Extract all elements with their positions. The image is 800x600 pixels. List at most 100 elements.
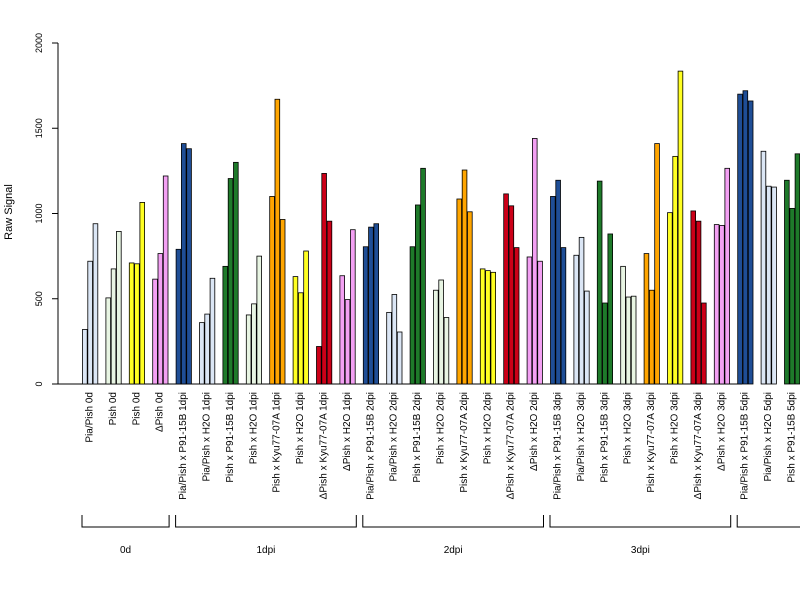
bar <box>152 278 158 385</box>
bar <box>92 223 99 385</box>
x-tick-label: Pish 0d <box>108 392 119 425</box>
bar <box>760 150 767 385</box>
bar <box>373 223 379 385</box>
x-tick-label: Pia/Pish x H2O 2dpi <box>389 392 400 482</box>
bar <box>162 175 169 385</box>
bar <box>245 314 252 385</box>
bar <box>157 253 164 385</box>
x-tick-label: Pish x H2O 1dpi <box>248 392 259 464</box>
bar <box>695 220 702 385</box>
bar <box>537 260 543 385</box>
bar <box>339 275 345 385</box>
y-axis: 0 500 1000 1500 2000 <box>34 33 59 387</box>
x-tick-label: Pia/Pish x H2O 5dpi <box>763 392 774 482</box>
bar <box>560 247 567 385</box>
bar <box>630 295 637 385</box>
bar <box>128 262 135 385</box>
bar <box>654 143 660 385</box>
bar <box>737 93 743 385</box>
bar <box>433 289 439 385</box>
y-tick-label: 500 <box>34 291 44 306</box>
bar <box>297 292 304 385</box>
x-tick-label: Pish x Kyu77-07A 3dpi <box>646 392 657 493</box>
x-tick-label: ΔPish x H2O 3dpi <box>716 392 727 471</box>
x-tick-label: ΔPish x H2O 1dpi <box>342 392 353 471</box>
group-bracket <box>175 515 357 528</box>
bar <box>620 265 626 385</box>
bar <box>279 219 286 385</box>
bar <box>368 226 374 385</box>
bar <box>649 289 655 385</box>
bar <box>766 185 772 385</box>
bar <box>303 250 309 385</box>
bar <box>443 317 450 385</box>
bar <box>414 204 421 385</box>
bar <box>794 153 800 385</box>
bar <box>503 193 509 385</box>
x-tick-label: ΔPish 0d <box>155 392 166 432</box>
bar <box>607 233 614 385</box>
bar <box>175 248 182 385</box>
bar <box>362 246 369 385</box>
y-axis-label: Raw Signal <box>3 184 15 240</box>
x-tick-label: Pia/Pish x H2O 3dpi <box>576 392 587 482</box>
bar <box>508 205 515 385</box>
bar <box>256 255 262 385</box>
group-bracket <box>549 515 732 528</box>
bar <box>490 271 496 385</box>
bar <box>116 231 122 385</box>
group-bracket <box>736 515 800 528</box>
bar <box>391 294 398 385</box>
bar <box>677 70 684 385</box>
x-tick-label: Pish x H2O 2dpi <box>435 392 446 464</box>
bar <box>596 180 603 385</box>
x-tick-label: ΔPish x H2O 2dpi <box>529 392 540 471</box>
y-tick-label: 0 <box>34 381 44 386</box>
bar <box>771 186 777 385</box>
group-bracket <box>362 515 544 528</box>
bar <box>747 100 754 385</box>
bar <box>713 224 720 385</box>
bar <box>204 313 210 385</box>
bar <box>724 167 731 385</box>
y-tick-label: 1000 <box>34 203 44 223</box>
bar <box>578 236 585 385</box>
x-tick-label: ΔPish x Kyu77-07A 2dpi <box>506 392 517 499</box>
x-tick-label: Pish x Kyu77-07A 1dpi <box>272 392 283 493</box>
group-label: 0d <box>120 545 131 556</box>
bar <box>396 331 403 385</box>
bars <box>82 70 800 385</box>
group-bracket <box>81 515 170 528</box>
bar <box>784 179 790 385</box>
bar <box>105 297 112 385</box>
bar <box>461 169 468 385</box>
bar <box>573 254 580 385</box>
bar <box>485 270 491 385</box>
bar <box>139 202 145 385</box>
x-tick-label: Pia/Pish x P91-15B 3dpi <box>552 392 563 500</box>
x-tick-label: Pish 0d <box>131 392 142 425</box>
group-label: 2dpi <box>444 545 463 556</box>
bar <box>199 322 205 385</box>
bar <box>438 279 444 385</box>
bar <box>550 196 556 385</box>
x-tick-label: Pish x P91-15B 3dpi <box>599 392 610 483</box>
x-tick-label: Pia/Pish 0d <box>84 392 95 443</box>
bar <box>513 247 520 385</box>
x-tick-label: Pish x H2O 2dpi <box>482 392 493 464</box>
x-tick-label: Pish x P91-15B 5dpi <box>786 392 797 483</box>
bar <box>209 277 216 385</box>
bar <box>602 302 608 385</box>
x-tick-label: Pish x H2O 3dpi <box>623 392 634 464</box>
bar <box>180 143 187 385</box>
bar <box>467 211 473 385</box>
x-tick-label: Pia/Pish x H2O 1dpi <box>201 392 212 482</box>
bar <box>719 225 725 385</box>
bar <box>251 303 257 385</box>
bar <box>186 148 192 385</box>
bar <box>643 253 650 385</box>
x-tick-label: ΔPish x Kyu77-07A 1dpi <box>318 392 329 499</box>
bar <box>625 296 632 385</box>
x-tick-label: Pish x Kyu77-07A 2dpi <box>459 392 470 493</box>
